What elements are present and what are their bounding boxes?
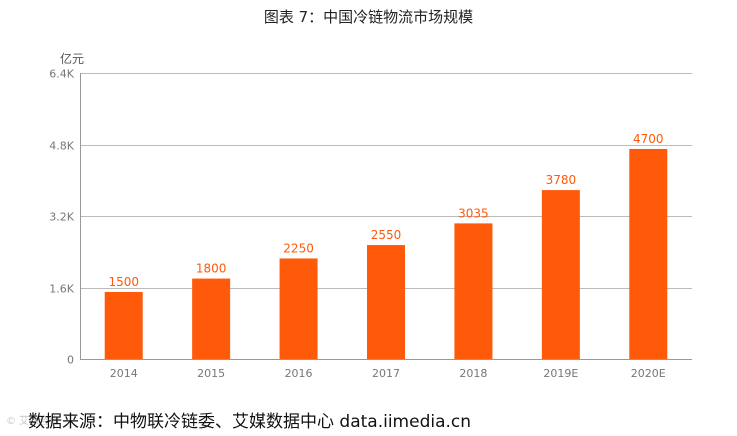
- bar-value-label: 4700: [633, 132, 664, 146]
- bar: [279, 258, 318, 359]
- chart-title: 图表 7：中国冷链物流市场规模: [263, 8, 474, 26]
- x-tick-label: 2015: [197, 367, 225, 380]
- y-tick-label: 4.8K: [49, 140, 74, 153]
- bar-value-label: 2250: [283, 241, 314, 255]
- x-tick-label: 2020E: [631, 367, 666, 380]
- x-tick-label: 2019E: [543, 367, 578, 380]
- bar: [367, 245, 405, 359]
- bar: [192, 278, 231, 359]
- bar-value-label: 3035: [458, 206, 489, 220]
- source-note: 数据来源：中物联冷链委、艾媒数据中心 data.iimedia.cn: [28, 412, 472, 432]
- bar-value-label: 3780: [546, 173, 577, 187]
- bar: [454, 223, 493, 359]
- bar-value-label: 1500: [108, 275, 139, 289]
- y-tick-label: 6.4K: [49, 68, 74, 81]
- bar: [541, 190, 580, 359]
- bar: [104, 291, 143, 359]
- x-tick-label: 2017: [372, 367, 400, 380]
- bar-value-label: 2550: [371, 228, 402, 242]
- bar-value-label: 1800: [196, 262, 227, 276]
- y-axis-unit-label: 亿元: [60, 51, 84, 66]
- y-tick-label: 0: [67, 354, 74, 367]
- y-tick-label: 3.2K: [49, 211, 74, 224]
- x-tick-label: 2014: [110, 367, 138, 380]
- x-tick-label: 2016: [285, 367, 313, 380]
- x-tick-label: 2018: [459, 367, 487, 380]
- y-tick-label: 1.6K: [49, 283, 74, 296]
- bar: [629, 148, 668, 359]
- watermark: © 艾媒咨询: [6, 416, 60, 427]
